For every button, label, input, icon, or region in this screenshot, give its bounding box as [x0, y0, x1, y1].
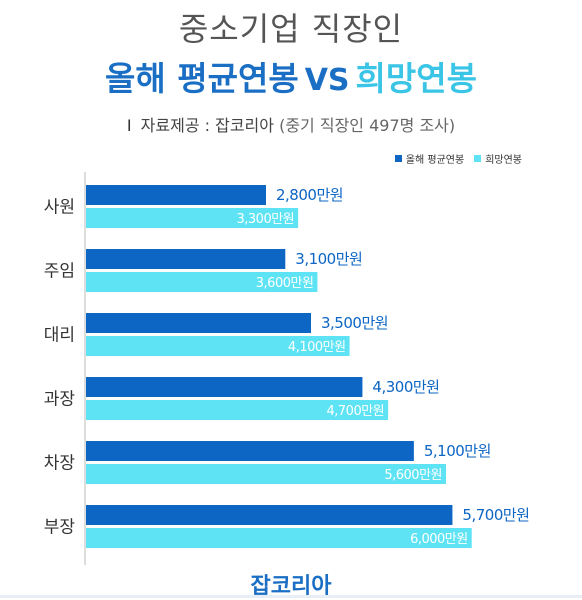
- bar-avg-salary: [86, 505, 453, 525]
- category-label: 사원: [44, 198, 75, 218]
- category-label: 대리: [44, 326, 75, 346]
- category-label: 과장: [44, 390, 76, 410]
- legend-label-hope: 희망연봉: [485, 155, 522, 166]
- value-label-hope: 4,100만원: [288, 340, 346, 355]
- value-label-avg: 2,800만원: [276, 186, 343, 204]
- legend-item-avg: 올해 평균연봉: [394, 151, 465, 166]
- title-line-1: 중소기업 직장인: [178, 10, 404, 48]
- value-label-avg: 5,700만원: [462, 506, 529, 524]
- legend-swatch-hope: [474, 155, 482, 162]
- source-line: I 자료제공 : 잡코리아 (중기 직장인 497명 조사): [0, 112, 582, 136]
- source-label: 자료제공 : 잡코리아: [140, 116, 274, 135]
- bar-hope-salary: [86, 336, 350, 356]
- value-label-avg: 3,500만원: [321, 314, 388, 332]
- source-note: (중기 직장인 497명 조사): [279, 116, 456, 135]
- value-label-hope: 6,000만원: [410, 532, 468, 547]
- bar-hope-salary: [86, 400, 389, 420]
- value-label-avg: 5,100만원: [424, 442, 491, 460]
- title-avg-salary: 올해 평균연봉: [105, 59, 299, 98]
- value-label-hope: 5,600만원: [384, 468, 442, 483]
- bar-avg-salary: [86, 249, 286, 269]
- value-label-avg: 4,300만원: [372, 378, 439, 396]
- value-label-avg: 3,100만원: [295, 250, 362, 268]
- bar-avg-salary: [86, 185, 266, 205]
- bar-avg-salary: [86, 441, 414, 461]
- footer-divider: [0, 595, 582, 598]
- legend-swatch-avg: [394, 155, 402, 162]
- bar-hope-salary: [86, 208, 299, 228]
- bar-avg-salary: [86, 377, 363, 397]
- legend-label-avg: 올해 평균연봉: [405, 155, 465, 166]
- category-label: 차장: [44, 454, 76, 474]
- bar-hope-salary: [86, 528, 472, 548]
- value-label-hope: 3,600만원: [256, 276, 314, 291]
- footer-brand: 잡코리아: [250, 574, 332, 599]
- chart-legend: 올해 평균연봉 희망연봉: [394, 151, 522, 166]
- source-divider: I: [126, 116, 132, 135]
- title-line-2: 올해 평균연봉 VS 희망연봉: [0, 52, 582, 100]
- title-vs: VS: [304, 63, 350, 98]
- value-label-hope: 4,700만원: [327, 404, 385, 419]
- bar-avg-salary: [86, 313, 311, 333]
- bar-hope-salary: [86, 272, 318, 292]
- category-label: 부장: [44, 518, 76, 538]
- category-label: 주임: [44, 262, 75, 282]
- legend-item-hope: 희망연봉: [474, 151, 522, 166]
- title-hope-salary: 희망연봉: [355, 59, 477, 98]
- value-label-hope: 3,300만원: [237, 212, 295, 227]
- bar-hope-salary: [86, 464, 446, 484]
